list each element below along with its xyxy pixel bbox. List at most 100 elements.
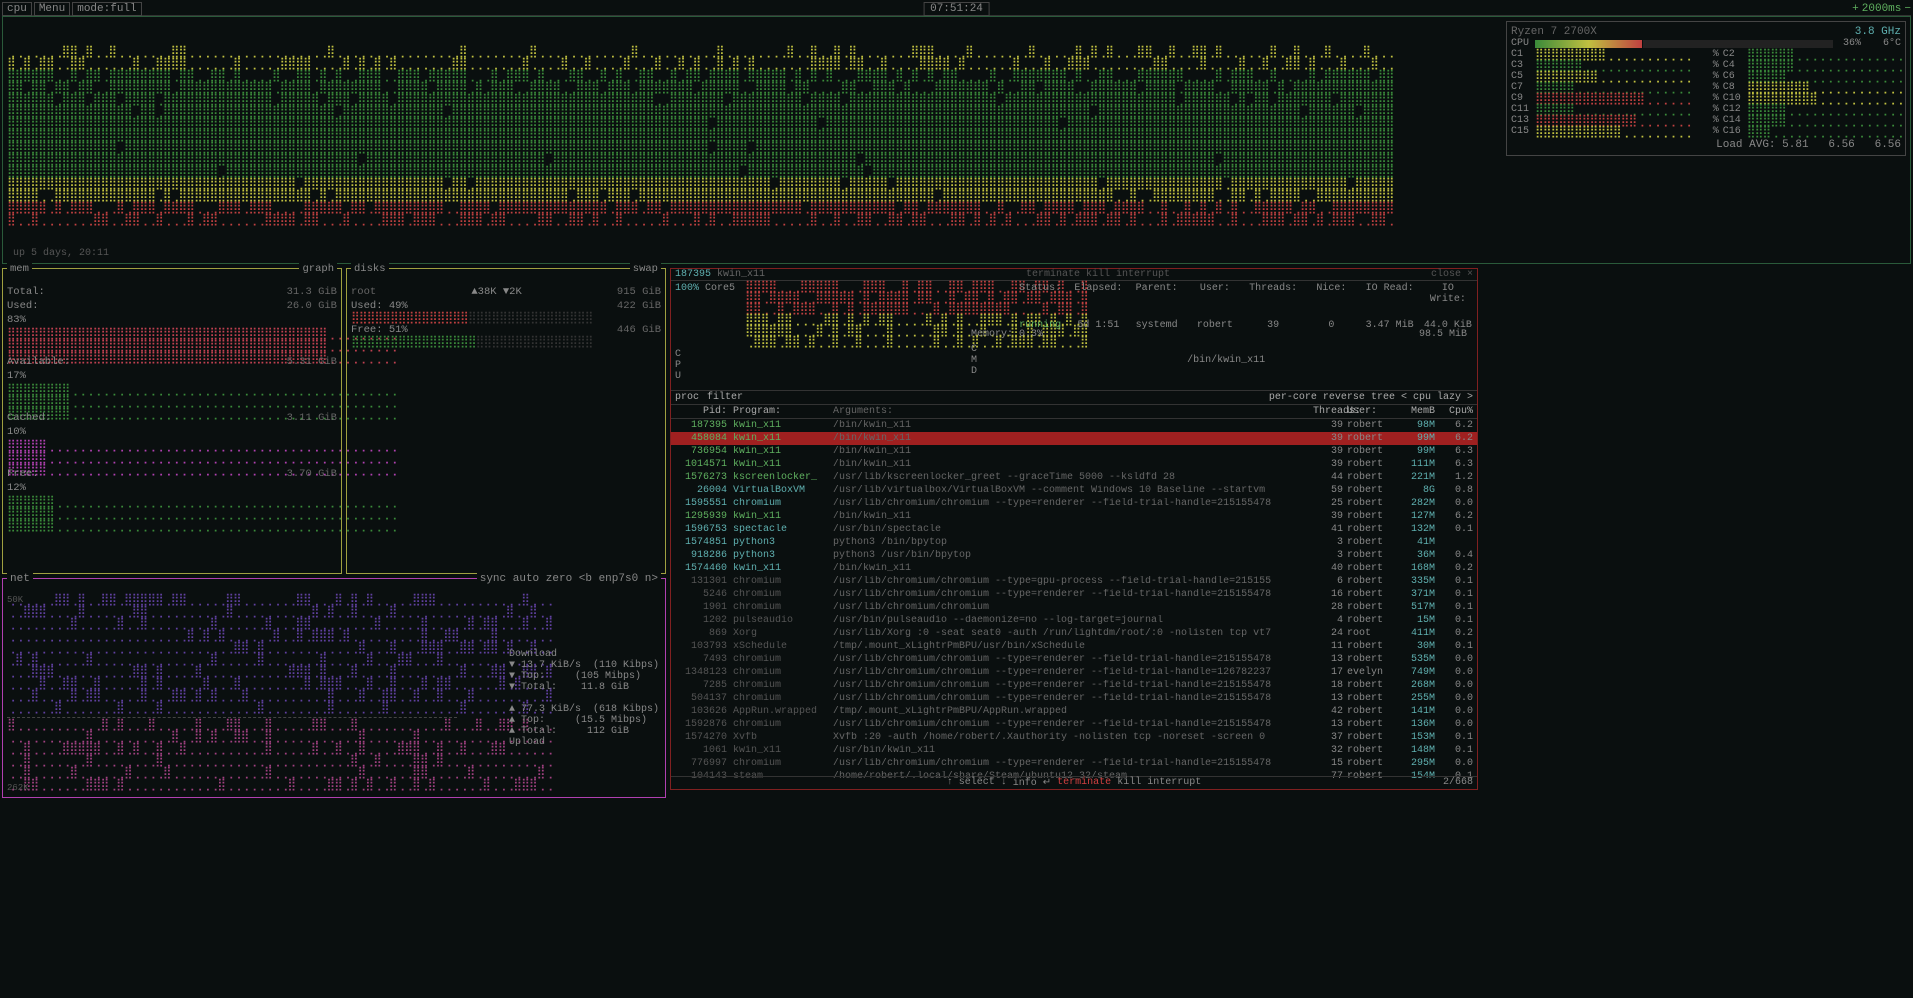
cpu-tab-button[interactable]: cpu [2, 2, 32, 16]
core-label: C8 [1723, 82, 1747, 93]
table-row[interactable]: 869 Xorg /usr/lib/Xorg :0 -seat seat0 -a… [671, 627, 1477, 640]
disk-io: ▲38K ▼2K [471, 286, 521, 298]
mem-free-pct: 12% [7, 482, 26, 494]
table-row[interactable]: 103793 xSchedule /tmp/.mount_xLightrPmBP… [671, 640, 1477, 653]
net-auto-button[interactable]: auto [513, 573, 539, 585]
net-sync-button[interactable]: sync [480, 573, 506, 585]
mem-used-label: Used: [7, 300, 39, 312]
disk-used: 422 GiB [617, 300, 661, 312]
table-row[interactable]: 7493 chromium /usr/lib/chromium/chromium… [671, 653, 1477, 666]
table-row[interactable]: 1574851 python3 python3 /bin/bpytop 3 ro… [671, 536, 1477, 549]
core-label: C3 [1511, 60, 1535, 71]
tree-button[interactable]: tree [1371, 392, 1395, 403]
table-row[interactable]: 26004 VirtualBoxVM /usr/lib/virtualbox/V… [671, 484, 1477, 497]
mem-cached-label: Cached: [7, 412, 51, 424]
reverse-button[interactable]: reverse [1323, 392, 1365, 403]
uptime: up 5 days, 20:11 [13, 248, 109, 259]
core-label: C15 [1511, 126, 1535, 137]
cpu-total-label: CPU [1511, 38, 1535, 49]
sort-selector[interactable]: < cpu lazy > [1401, 392, 1473, 403]
cpu-freq: 3.8 GHz [1855, 26, 1901, 38]
terminate-button[interactable]: terminate [1026, 269, 1080, 280]
disk-root: root [351, 286, 376, 298]
core-label: C4 [1723, 60, 1747, 71]
mem-free: 3.70 GiB [287, 468, 337, 480]
proc-detail: 100% Core5 ⣿⣿⣿⣿⢀⢀⢀⣿⣿⣿⣿⣿⢀⢀⢀⣿⣿⣿⢀⢀⣿⢀⣿⣿⢀⢀⣿⣿⢀… [671, 281, 1477, 391]
table-row[interactable]: 918286 python3 python3 /usr/bin/bpytop 3… [671, 549, 1477, 562]
net-panel: net sync auto zero <b enp7s0 n> 50K ⢀⢀⢀⢀… [2, 578, 666, 798]
mem-avail-pct: 17% [7, 370, 26, 382]
mem-avail-label: Available: [7, 356, 70, 368]
cpu-info-box: Ryzen 7 2700X 3.8 GHz CPU 36% 6°C C1 ⣿⣿⣿… [1506, 21, 1906, 156]
table-row[interactable]: 7285 chromium /usr/lib/chromium/chromium… [671, 679, 1477, 692]
update-minus[interactable]: − [1904, 3, 1911, 15]
mem-cached: 3.11 GiB [287, 412, 337, 424]
proc-sel-pid: 187395 [675, 269, 711, 280]
table-row[interactable]: 1901 chromium /usr/lib/chromium/chromium… [671, 601, 1477, 614]
table-row[interactable]: 1592876 chromium /usr/lib/chromium/chrom… [671, 718, 1477, 731]
mem-used: 26.0 GiB [287, 300, 337, 312]
select-hint: ↑ select ↓ [947, 777, 1007, 789]
table-row[interactable]: 103626 AppRun.wrapped /tmp/.mount_xLight… [671, 705, 1477, 718]
table-row[interactable]: 776997 chromium /usr/lib/chromium/chromi… [671, 757, 1477, 770]
table-row[interactable]: 736954 kwin_x11 /bin/kwin_x11 39 robert … [671, 445, 1477, 458]
kill-button[interactable]: kill [1086, 269, 1110, 280]
proc-panel: 187395 kwin_x11 terminate kill interrupt… [670, 268, 1478, 790]
interrupt-hint[interactable]: interrupt [1147, 777, 1201, 789]
net-iface[interactable]: <b enp7s0 n> [579, 573, 658, 585]
core-label: C6 [1723, 71, 1747, 82]
core-label: C7 [1511, 82, 1535, 93]
table-row[interactable]: 1014571 kwin_x11 /bin/kwin_x11 39 robert… [671, 458, 1477, 471]
disk-free: 446 GiB [617, 324, 661, 336]
clock: 07:51:24 [923, 2, 990, 16]
table-row[interactable]: 1596753 spectacle /usr/bin/spectacle 41 … [671, 523, 1477, 536]
mem-panel: mem graph Total:31.3 GiB Used:26.0 GiB 8… [2, 268, 342, 574]
update-interval: 2000ms [1862, 3, 1902, 15]
core-label: C1 [1511, 49, 1535, 60]
table-row[interactable]: 1348123 chromium /usr/lib/chromium/chrom… [671, 666, 1477, 679]
mode-button[interactable]: mode:full [72, 2, 141, 16]
table-row[interactable]: 1295939 kwin_x11 /bin/kwin_x11 39 robert… [671, 510, 1477, 523]
net-zero-button[interactable]: zero [546, 573, 572, 585]
table-row[interactable]: 5246 chromium /usr/lib/chromium/chromium… [671, 588, 1477, 601]
terminate-hint[interactable]: terminate [1057, 777, 1111, 789]
mem-total: 31.3 GiB [287, 286, 337, 298]
proc-tab-button[interactable]: proc [675, 392, 707, 403]
table-row[interactable]: 1595551 chromium /usr/lib/chromium/chrom… [671, 497, 1477, 510]
table-row[interactable]: 187395 kwin_x11 /bin/kwin_x11 39 robert … [671, 419, 1477, 432]
proc-count: 2/668 [1443, 777, 1473, 788]
kill-hint[interactable]: kill [1117, 777, 1141, 789]
mem-cached-pct: 10% [7, 426, 26, 438]
close-button[interactable]: close × [1431, 269, 1473, 280]
info-hint: info ↵ [1013, 777, 1051, 789]
interrupt-button[interactable]: interrupt [1116, 269, 1170, 280]
disk-total: 915 GiB [617, 286, 661, 298]
mem-avail: 5.31 GiB [287, 356, 337, 368]
menu-button[interactable]: Menu [34, 2, 70, 16]
table-row[interactable]: 1576273 kscreenlocker_ /usr/lib/kscreenl… [671, 471, 1477, 484]
mem-used-pct: 83% [7, 314, 26, 326]
filter-button[interactable]: filter [707, 392, 751, 403]
mem-total-label: Total: [7, 286, 45, 298]
table-row[interactable]: 504137 chromium /usr/lib/chromium/chromi… [671, 692, 1477, 705]
load-avg: Load AVG: 5.81 6.56 6.56 [1511, 139, 1901, 151]
table-row[interactable]: 1061 kwin_x11 /usr/bin/kwin_x11 32 rober… [671, 744, 1477, 757]
cpu-panel: ⢀⢀⢀⢀⢀⢀⢀⣿⣿⢀⣿⢀⢀⣿⢀⢀⢀⢀⢀⢀⢀⣿⣿⢀⢀⢀⢀⢀⢀⢀⢀⢀⢀⢀⢀⢀⢀⢀⢀⢀… [2, 16, 1911, 264]
table-row[interactable]: 1202 pulseaudio /usr/bin/pulseaudio --da… [671, 614, 1477, 627]
mem-free-label: Free: [7, 468, 39, 480]
core-label: C10 [1723, 93, 1747, 104]
update-plus[interactable]: + [1852, 3, 1859, 15]
net-stats: Download ▼ 13.7 KiB/s (110 Kibps) ▼ Top:… [509, 649, 659, 748]
table-row[interactable]: 1574270 Xvfb Xvfb :20 -auth /home/robert… [671, 731, 1477, 744]
core-label: C2 [1723, 49, 1747, 60]
table-row[interactable]: 1574460 kwin_x11 /bin/kwin_x11 40 robert… [671, 562, 1477, 575]
topbar: cpu Menu mode:full 07:51:24 + 2000ms − [2, 2, 1911, 16]
table-row[interactable]: 131301 chromium /usr/lib/chromium/chromi… [671, 575, 1477, 588]
core-label: C5 [1511, 71, 1535, 82]
core-label: C14 [1723, 115, 1747, 126]
per-core-button[interactable]: per-core [1269, 392, 1317, 403]
core-label: C13 [1511, 115, 1535, 126]
table-row[interactable]: 458084 kwin_x11 /bin/kwin_x11 39 robert … [671, 432, 1477, 445]
core-label: C12 [1723, 104, 1747, 115]
core-label: C16 [1723, 126, 1747, 137]
